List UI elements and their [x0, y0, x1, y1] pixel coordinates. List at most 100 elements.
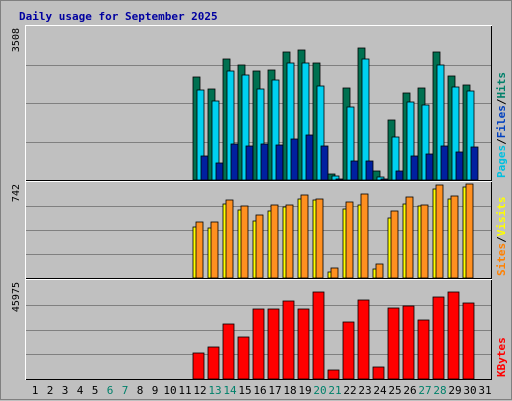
- y-max-label: 742: [11, 184, 22, 202]
- day-label: 25: [388, 384, 401, 397]
- day-label: 26: [403, 384, 416, 397]
- bar-kbytes: [372, 366, 385, 380]
- legend-item: Hits: [495, 72, 508, 99]
- bar-files: [256, 88, 265, 181]
- legend: KBytes: [495, 337, 508, 377]
- bar-files: [301, 62, 310, 181]
- bar-files: [226, 70, 235, 181]
- day-label: 12: [193, 384, 206, 397]
- bar-sites: [420, 204, 429, 279]
- legend: Pages/Files/Hits: [495, 72, 508, 178]
- day-label: 6: [107, 384, 114, 397]
- bar-kbytes: [267, 308, 280, 380]
- bar-pages: [365, 160, 374, 181]
- day-label: 21: [328, 384, 341, 397]
- bar-sites: [255, 214, 264, 279]
- legend-item: Visits: [495, 197, 508, 237]
- chart-title: Daily usage for September 2025: [19, 10, 218, 23]
- legend-item: KBytes: [495, 337, 508, 377]
- bar-kbytes: [192, 352, 205, 380]
- day-label: 13: [208, 384, 221, 397]
- day-label: 29: [448, 384, 461, 397]
- bar-pages: [290, 138, 299, 181]
- day-label: 7: [122, 384, 129, 397]
- bar-files: [376, 176, 385, 181]
- bar-files: [361, 58, 370, 181]
- bar-pages: [215, 162, 224, 181]
- bar-sites: [375, 263, 384, 279]
- legend-item: /: [495, 98, 508, 105]
- day-label: 1: [32, 384, 39, 397]
- bar-pages: [200, 155, 209, 181]
- bar-sites: [315, 198, 324, 279]
- day-label: 11: [178, 384, 191, 397]
- bar-files: [196, 89, 205, 181]
- panels-layer: 3508Pages/Files/Hits742Sites/Visits45975…: [11, 25, 508, 380]
- legend-item: /: [495, 138, 508, 145]
- bar-sites: [300, 194, 309, 279]
- bar-sites: [195, 221, 204, 279]
- bar-kbytes: [237, 336, 250, 380]
- day-label: 8: [137, 384, 144, 397]
- bar-files: [466, 90, 475, 181]
- bar-sites: [345, 201, 354, 279]
- day-label: 9: [152, 384, 159, 397]
- bar-sites: [240, 205, 249, 279]
- day-label: 14: [223, 384, 237, 397]
- legend-item: Files: [495, 105, 508, 138]
- bar-pages: [335, 178, 344, 181]
- bar-files: [421, 104, 430, 181]
- bar-sites: [270, 204, 279, 279]
- bar-sites: [210, 221, 219, 279]
- bar-sites: [330, 267, 339, 279]
- day-label: 27: [418, 384, 431, 397]
- bar-files: [271, 79, 280, 181]
- legend-item: /: [495, 236, 508, 243]
- bar-kbytes: [402, 305, 415, 380]
- bar-kbytes: [432, 296, 445, 380]
- bar-sites: [435, 184, 444, 279]
- bar-files: [241, 74, 250, 181]
- legend-item: Pages: [495, 145, 508, 178]
- day-label: 4: [77, 384, 84, 397]
- day-label: 16: [253, 384, 266, 397]
- bar-kbytes: [312, 291, 325, 380]
- bar-kbytes: [357, 299, 370, 380]
- bar-pages: [425, 153, 434, 181]
- bar-sites: [360, 193, 369, 279]
- bar-kbytes: [222, 323, 235, 380]
- day-label: 10: [163, 384, 176, 397]
- day-label: 17: [268, 384, 281, 397]
- day-label: 5: [92, 384, 99, 397]
- bar-pages: [320, 145, 329, 181]
- panel-3: 45975 KBytes: [11, 279, 508, 380]
- bar-files: [436, 64, 445, 181]
- day-label: 2: [47, 384, 54, 397]
- y-max-label: 45975: [11, 282, 22, 312]
- day-label: 19: [298, 384, 311, 397]
- bar-files: [331, 175, 340, 181]
- bar-files: [211, 100, 220, 181]
- bar-kbytes: [252, 308, 265, 380]
- bar-kbytes: [462, 302, 475, 380]
- bar-pages: [275, 144, 284, 181]
- bar-pages: [350, 160, 359, 181]
- day-label: 23: [358, 384, 371, 397]
- bar-hits: [372, 170, 381, 181]
- day-label: 18: [283, 384, 296, 397]
- bar-pages: [260, 143, 269, 181]
- bar-pages: [305, 134, 314, 181]
- bar-files: [286, 62, 295, 181]
- bar-sites: [450, 195, 459, 279]
- day-label: 30: [463, 384, 476, 397]
- bar-kbytes: [207, 346, 220, 380]
- bar-kbytes: [417, 319, 430, 380]
- day-label: 31: [478, 384, 491, 397]
- bar-files: [451, 86, 460, 181]
- day-label: 24: [373, 384, 387, 397]
- bar-sites: [465, 183, 474, 279]
- bar-files: [406, 101, 415, 181]
- bar-pages: [380, 178, 389, 181]
